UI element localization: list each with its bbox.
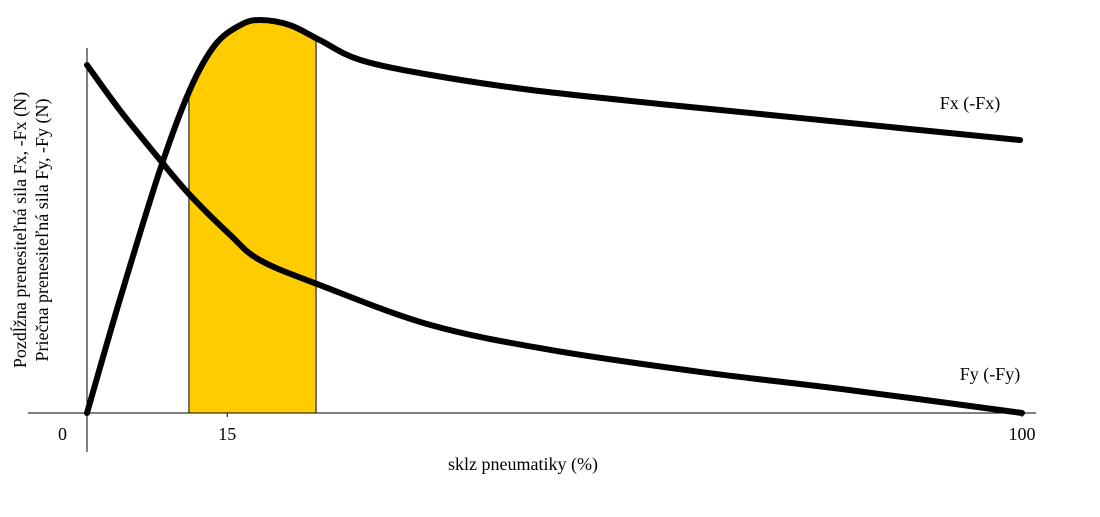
series-label: Fy (-Fy) [960,364,1021,385]
series-label: Fx (-Fx) [940,93,1001,114]
x-axis-label: sklz pneumatiky (%) [448,454,598,475]
line-series [84,62,1025,416]
y-axis-label: Priečna prenesiteľná sila Fy, -Fy (N) [32,98,53,361]
y-axis-label: Pozdĺžna prenesiteľná sila Fx, -Fx (N) [9,92,31,368]
x-tick-label: 15 [218,424,236,444]
line-series [84,16,1024,416]
x-tick-label: 0 [58,424,67,444]
x-tick-label: 100 [1009,424,1036,444]
